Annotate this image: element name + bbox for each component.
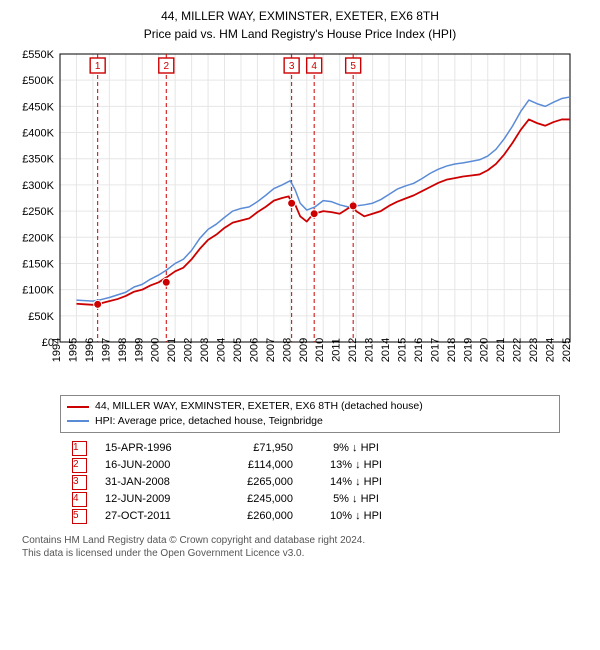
footer-line2: This data is licensed under the Open Gov…: [22, 547, 578, 560]
sale-row: 4 12-JUN-2009 £245,000 5% ↓ HPI: [72, 492, 560, 507]
legend-item: 44, MILLER WAY, EXMINSTER, EXETER, EX6 8…: [67, 399, 553, 414]
svg-text:2002: 2002: [183, 338, 195, 362]
svg-text:1994: 1994: [51, 338, 63, 362]
svg-text:2009: 2009: [298, 338, 310, 362]
svg-text:2019: 2019: [462, 338, 474, 362]
sale-hpi-diff: 13% ↓ HPI: [311, 459, 401, 471]
sale-marker-badge: 1: [72, 441, 87, 456]
svg-text:2004: 2004: [216, 338, 228, 362]
svg-text:2: 2: [163, 61, 169, 72]
svg-text:2000: 2000: [150, 338, 162, 362]
svg-text:2014: 2014: [380, 338, 392, 362]
svg-text:2022: 2022: [512, 338, 524, 362]
svg-text:£100K: £100K: [22, 285, 54, 297]
legend-label: HPI: Average price, detached house, Teig…: [95, 414, 323, 429]
sale-hpi-diff: 14% ↓ HPI: [311, 476, 401, 488]
svg-text:2023: 2023: [528, 338, 540, 362]
svg-text:4: 4: [311, 61, 317, 72]
sale-date: 12-JUN-2009: [105, 493, 195, 505]
sale-price: £114,000: [213, 459, 293, 471]
price-chart: £0£50K£100K£150K£200K£250K£300K£350K£400…: [10, 46, 590, 391]
svg-text:2025: 2025: [561, 338, 573, 362]
footer-attribution: Contains HM Land Registry data © Crown c…: [22, 534, 578, 560]
sale-date: 16-JUN-2000: [105, 459, 195, 471]
svg-text:2016: 2016: [413, 338, 425, 362]
chart-title-block: 44, MILLER WAY, EXMINSTER, EXETER, EX6 8…: [10, 8, 590, 42]
sale-row: 5 27-OCT-2011 £260,000 10% ↓ HPI: [72, 509, 560, 524]
svg-text:2007: 2007: [265, 338, 277, 362]
svg-text:£350K: £350K: [22, 154, 54, 166]
svg-text:2024: 2024: [545, 338, 557, 362]
sale-hpi-diff: 9% ↓ HPI: [311, 442, 401, 454]
svg-text:2010: 2010: [314, 338, 326, 362]
sale-row: 2 16-JUN-2000 £114,000 13% ↓ HPI: [72, 458, 560, 473]
sale-row: 3 31-JAN-2008 £265,000 14% ↓ HPI: [72, 475, 560, 490]
svg-text:2017: 2017: [429, 338, 441, 362]
legend-item: HPI: Average price, detached house, Teig…: [67, 414, 553, 429]
svg-text:£550K: £550K: [22, 49, 54, 61]
sale-price: £71,950: [213, 442, 293, 454]
svg-text:2006: 2006: [248, 338, 260, 362]
sale-marker-badge: 4: [72, 492, 87, 507]
svg-text:2003: 2003: [199, 338, 211, 362]
sale-marker-badge: 2: [72, 458, 87, 473]
legend: 44, MILLER WAY, EXMINSTER, EXETER, EX6 8…: [60, 395, 560, 432]
sale-date: 27-OCT-2011: [105, 510, 195, 522]
svg-text:£450K: £450K: [22, 102, 54, 114]
footer-line1: Contains HM Land Registry data © Crown c…: [22, 534, 578, 547]
svg-text:1996: 1996: [84, 338, 96, 362]
sale-marker-badge: 3: [72, 475, 87, 490]
svg-text:1998: 1998: [117, 338, 129, 362]
sale-marker-badge: 5: [72, 509, 87, 524]
svg-text:1995: 1995: [67, 338, 79, 362]
svg-text:2015: 2015: [396, 338, 408, 362]
legend-label: 44, MILLER WAY, EXMINSTER, EXETER, EX6 8…: [95, 399, 423, 414]
svg-text:1997: 1997: [100, 338, 112, 362]
svg-text:1: 1: [95, 61, 101, 72]
sale-hpi-diff: 5% ↓ HPI: [311, 493, 401, 505]
chart-svg: £0£50K£100K£150K£200K£250K£300K£350K£400…: [10, 46, 590, 391]
svg-text:5: 5: [350, 61, 356, 72]
svg-text:3: 3: [289, 61, 295, 72]
sale-date: 15-APR-1996: [105, 442, 195, 454]
title-line1: 44, MILLER WAY, EXMINSTER, EXETER, EX6 8…: [10, 8, 590, 24]
sale-hpi-diff: 10% ↓ HPI: [311, 510, 401, 522]
svg-text:2020: 2020: [479, 338, 491, 362]
sale-price: £245,000: [213, 493, 293, 505]
svg-text:2005: 2005: [232, 338, 244, 362]
legend-swatch: [67, 420, 89, 422]
sale-date: 31-JAN-2008: [105, 476, 195, 488]
svg-text:2018: 2018: [446, 338, 458, 362]
title-line2: Price paid vs. HM Land Registry's House …: [10, 26, 590, 42]
sale-price: £260,000: [213, 510, 293, 522]
svg-text:£50K: £50K: [28, 311, 54, 323]
svg-text:1999: 1999: [133, 338, 145, 362]
sales-table: 1 15-APR-1996 £71,950 9% ↓ HPI 2 16-JUN-2000 £…: [72, 439, 560, 526]
svg-text:£500K: £500K: [22, 76, 54, 88]
svg-text:£300K: £300K: [22, 180, 54, 192]
svg-text:£150K: £150K: [22, 259, 54, 271]
svg-text:£400K: £400K: [22, 128, 54, 140]
svg-text:2021: 2021: [495, 338, 507, 362]
sale-price: £265,000: [213, 476, 293, 488]
legend-swatch: [67, 406, 89, 408]
svg-text:2013: 2013: [364, 338, 376, 362]
svg-text:£200K: £200K: [22, 233, 54, 245]
svg-text:£250K: £250K: [22, 206, 54, 218]
sale-row: 1 15-APR-1996 £71,950 9% ↓ HPI: [72, 441, 560, 456]
svg-text:2001: 2001: [166, 338, 178, 362]
